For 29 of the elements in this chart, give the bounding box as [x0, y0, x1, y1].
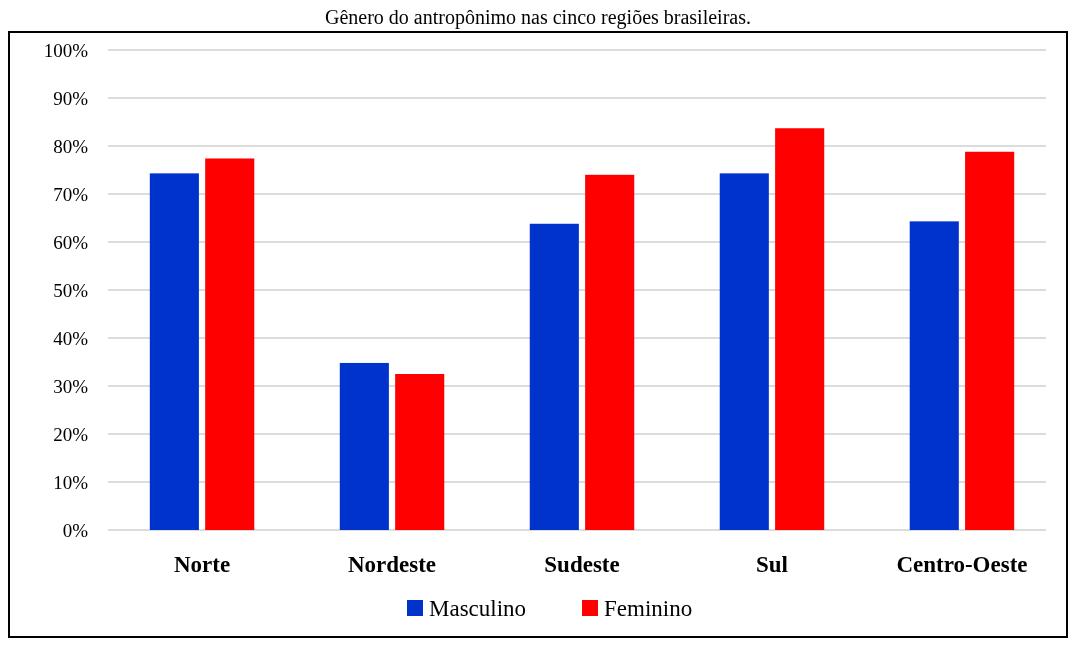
x-tick-label: Sudeste: [544, 552, 620, 577]
chart-title: Gênero do antropônimo nas cinco regiões brasileiras.: [325, 6, 751, 29]
legend-label: Feminino: [604, 596, 693, 622]
bar: [529, 223, 579, 530]
bar: [205, 158, 255, 530]
bar: [339, 362, 389, 530]
y-tick-label: 30%: [53, 375, 89, 397]
y-tick-label: 60%: [53, 231, 89, 253]
bar: [909, 221, 959, 530]
x-tick-label: Nordeste: [347, 552, 437, 577]
bar: [585, 174, 635, 530]
x-tick-label: Norte: [173, 552, 231, 577]
y-tick-label: 70%: [53, 183, 89, 205]
bar: [395, 374, 445, 530]
y-tick-label: 0%: [62, 519, 89, 541]
bar: [965, 151, 1015, 530]
bar: [719, 173, 769, 530]
y-tick-label: 20%: [53, 423, 89, 445]
bar: [149, 173, 199, 530]
x-tick-label: Centro-Oeste: [896, 552, 1028, 577]
y-tick-label: 40%: [53, 327, 89, 349]
y-tick-label: 80%: [53, 135, 89, 157]
legend-label: Masculino: [429, 596, 527, 622]
bar: [775, 128, 825, 530]
y-tick-label: 10%: [53, 471, 89, 493]
x-tick-label: Sul: [755, 552, 788, 577]
y-tick-label: 50%: [53, 279, 89, 301]
y-tick-label: 90%: [53, 87, 89, 109]
y-tick-label: 100%: [43, 39, 89, 61]
